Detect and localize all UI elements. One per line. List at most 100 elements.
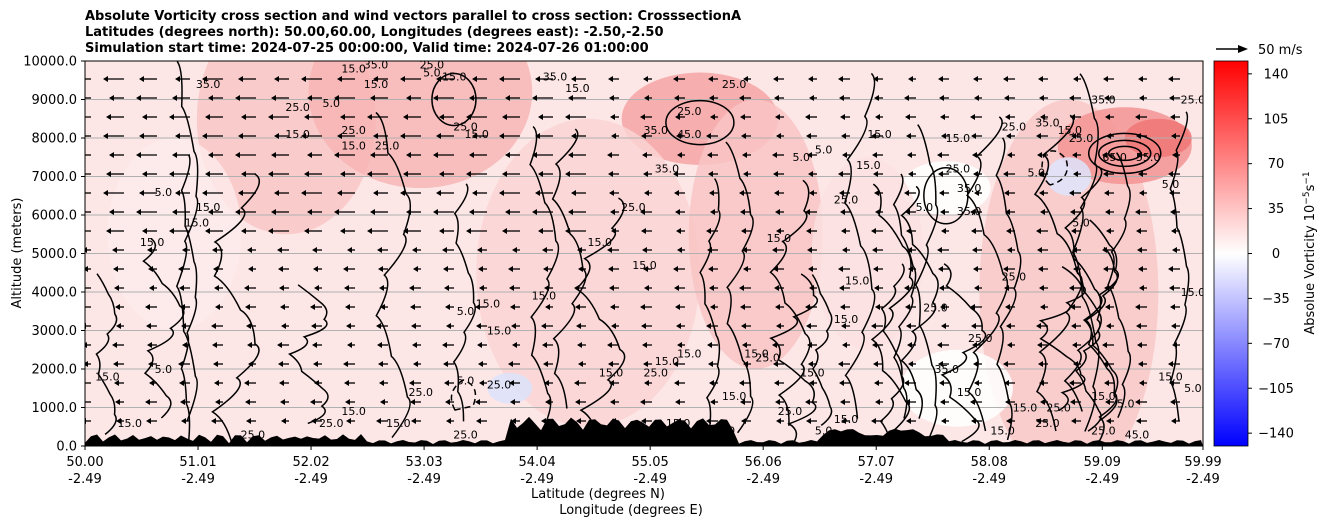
wind-vector-arrowhead-icon — [281, 323, 286, 329]
y-tick-label-9: 9000.0 — [32, 93, 78, 108]
wind-vector-327 — [642, 152, 652, 158]
wind-vector-439 — [840, 114, 850, 120]
wind-vector-arrowhead-icon — [1136, 228, 1141, 234]
contour-label-40: 25.0 — [644, 367, 669, 380]
wind-vector-arrowhead-icon — [941, 228, 946, 234]
wind-vector-arrowhead-icon — [1038, 76, 1043, 82]
wind-vector-arrowhead-icon — [806, 133, 811, 139]
wind-vector-637 — [1168, 266, 1180, 272]
wind-vector-365 — [707, 152, 718, 158]
wind-vector-arrowhead-icon — [1135, 304, 1140, 310]
wind-vector-245 — [475, 399, 487, 405]
wind-vector-arrowhead-icon — [103, 190, 108, 196]
wind-vector-406 — [775, 209, 784, 215]
wind-vector-arrowhead-icon — [871, 228, 876, 234]
wind-vector-222 — [446, 323, 454, 329]
x-axis-label-longitude: Longitude (degrees E) — [559, 503, 703, 518]
wind-vector-arrowhead-icon — [378, 266, 383, 272]
wind-vector-298 — [576, 323, 586, 329]
wind-vector-246 — [476, 418, 487, 424]
wind-vector-arrowhead-icon — [280, 304, 285, 310]
wind-vector-arrowhead-icon — [1072, 247, 1077, 253]
wind-vector-arrowhead-icon — [76, 190, 81, 196]
wind-vector-arrowhead-icon — [873, 266, 878, 272]
wind-vector-arrowhead-icon — [277, 247, 282, 253]
wind-vector-arrowhead-icon — [808, 266, 813, 272]
wind-vector-545 — [1006, 323, 1015, 329]
wind-vector-114 — [274, 76, 289, 82]
contour-line-11 — [699, 178, 721, 430]
x-tick-lat-5: 55.05 — [632, 455, 669, 470]
wind-vector-arrowhead-icon — [1070, 114, 1075, 120]
wind-vector-269 — [535, 133, 553, 139]
wind-vector-arrowhead-icon — [1003, 266, 1008, 272]
wind-vector-arrowhead-icon — [116, 323, 121, 329]
wind-vector-arrowhead-icon — [710, 304, 715, 310]
wind-vector-arrowhead-icon — [112, 342, 117, 348]
wind-vector-462 — [874, 190, 883, 196]
wind-vector-arrowhead-icon — [644, 95, 649, 101]
wind-vector-143 — [313, 266, 322, 272]
wind-vector-624 — [1139, 380, 1147, 386]
wind-vector-374 — [706, 323, 718, 329]
wind-vector-88 — [215, 304, 223, 310]
wind-vector-arrowhead-icon — [202, 133, 207, 139]
wind-vector-arrowhead-icon — [379, 380, 384, 386]
wind-vector-564 — [1036, 323, 1048, 329]
wind-vector-276 — [543, 266, 553, 272]
wind-vector-arrowhead-icon — [1139, 190, 1144, 196]
contour-label-43: 15.0 — [744, 347, 769, 360]
contour-line-17 — [769, 179, 811, 426]
wind-vector-214 — [439, 171, 454, 177]
wind-vector-248 — [505, 95, 520, 101]
wind-vector-arrowhead-icon — [1171, 228, 1176, 234]
wind-vector-358 — [674, 380, 685, 386]
wind-vector-arrowhead-icon — [906, 323, 911, 329]
wind-vector-311 — [610, 209, 619, 215]
wind-vector-186 — [378, 361, 388, 367]
wind-vector-236 — [466, 228, 487, 234]
wind-vector-arrowhead-icon — [871, 323, 876, 329]
wind-vector-arrowhead-icon — [235, 152, 240, 158]
wind-vector-arrowhead-icon — [1106, 323, 1111, 329]
wind-vector-arrowhead-icon — [808, 361, 813, 367]
wind-vector-arrowhead-icon — [938, 76, 943, 82]
wind-vector-549 — [1005, 399, 1015, 405]
contour-label-36: 25.0 — [487, 378, 512, 391]
wind-vector-502 — [941, 228, 949, 234]
wind-vector-arrowhead-icon — [772, 152, 777, 158]
wind-vector-399 — [773, 76, 784, 82]
wind-vector-497 — [941, 133, 949, 139]
contour-closed-5 — [431, 72, 477, 127]
wind-vector-37 — [116, 418, 124, 424]
wind-vector-510 — [939, 380, 949, 386]
wind-vector-arrowhead-icon — [1073, 266, 1078, 272]
wind-vector-566 — [1038, 361, 1048, 367]
wind-vector-arrowhead-icon — [70, 114, 75, 120]
vorticity-blob-12 — [297, 280, 432, 420]
wind-vector-arrowhead-icon — [773, 361, 778, 367]
wind-vector-arrowhead-icon — [741, 133, 746, 139]
wind-vector-405 — [774, 190, 784, 196]
wind-vector-378 — [710, 399, 718, 405]
wind-vector-arrowhead-icon — [1106, 228, 1111, 234]
wind-vector-166 — [347, 342, 355, 348]
contour-label-81: 5.0 — [1117, 398, 1135, 411]
wind-vector-arrowhead-icon — [510, 304, 515, 310]
contour-line-32 — [375, 111, 411, 439]
wind-vector-102 — [235, 209, 256, 215]
wind-vector-arrowhead-icon — [538, 114, 543, 120]
contour-label-67: 55.0 — [1136, 151, 1161, 164]
wind-vector-arrowhead-icon — [1007, 152, 1012, 158]
wind-vector-642 — [1168, 361, 1180, 367]
wind-vector-arrowhead-icon — [641, 133, 646, 139]
wind-vector-48 — [148, 266, 157, 272]
wind-vector-arrowhead-icon — [940, 304, 945, 310]
wind-vector-arrowhead-icon — [773, 171, 778, 177]
wind-vector-arrowhead-icon — [410, 399, 415, 405]
wind-vector-547 — [1003, 361, 1015, 367]
wind-vector-arrowhead-icon — [742, 152, 747, 158]
wind-vector-122 — [268, 228, 289, 234]
wind-vector-arrowhead-icon — [509, 380, 514, 386]
wind-vector-arrowhead-icon — [538, 228, 543, 234]
